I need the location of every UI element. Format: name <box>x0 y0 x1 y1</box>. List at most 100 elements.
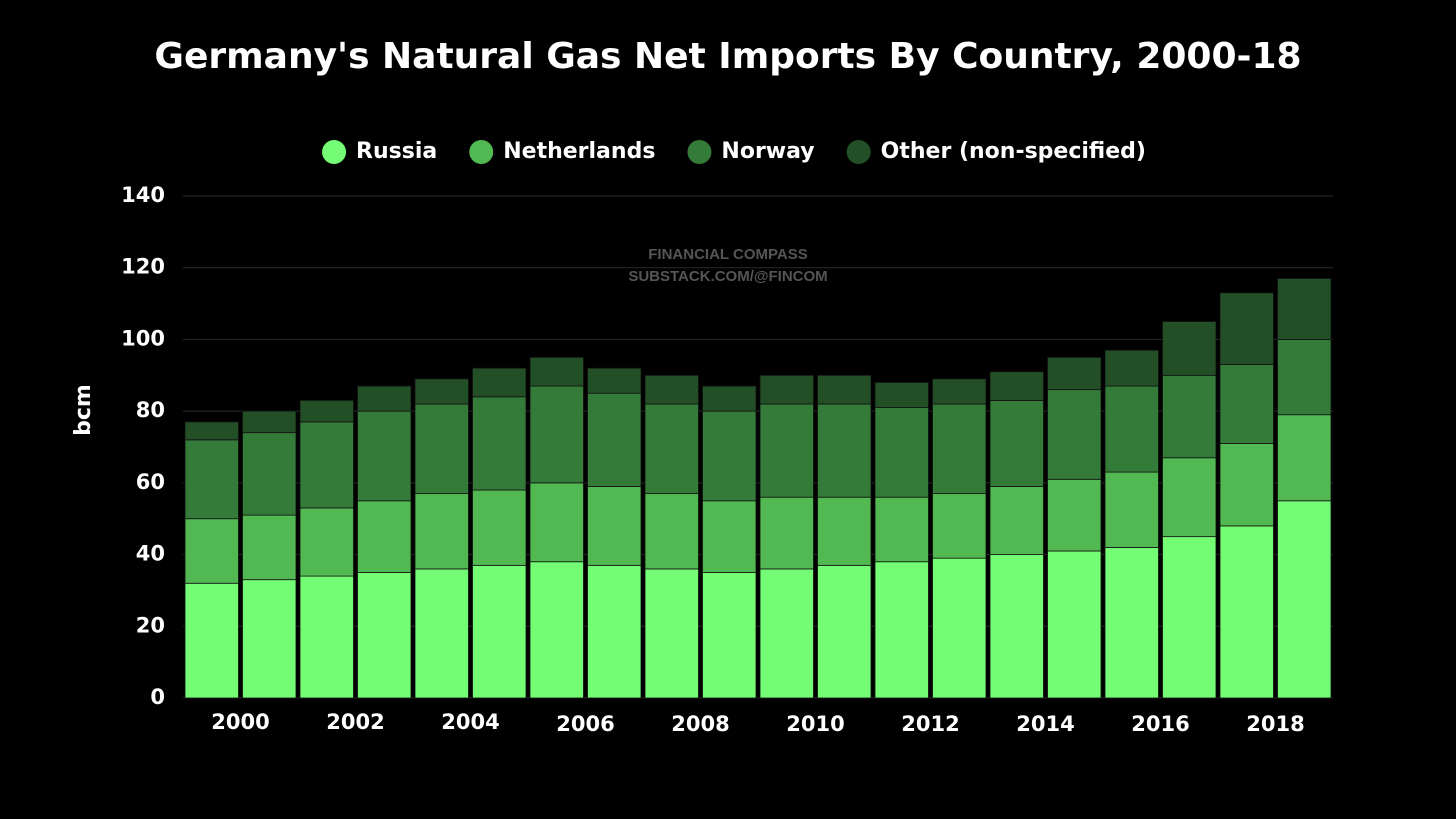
bar-segment <box>357 385 412 412</box>
bar-segment <box>242 432 297 516</box>
bar-segment <box>529 385 584 484</box>
bar-segment <box>932 493 987 559</box>
bar-segment <box>1162 536 1217 699</box>
bar-segment <box>529 482 584 563</box>
bar-segment <box>472 367 527 398</box>
bar-segment <box>1047 356 1102 391</box>
bar-segment <box>989 371 1044 401</box>
legend-label: Netherlands <box>503 139 655 164</box>
legend-item: Other (non-specified) <box>846 139 1146 164</box>
y-tick-label: 60 <box>136 470 165 494</box>
bar-segment <box>1277 278 1332 340</box>
bar-segment <box>587 564 642 699</box>
bar-segment <box>1104 547 1159 699</box>
bar-segment <box>1219 525 1274 699</box>
y-tick-label: 20 <box>136 613 165 637</box>
bar-segment <box>1047 389 1102 480</box>
y-axis-label: bcm <box>71 384 96 436</box>
bar-segment <box>1277 339 1332 416</box>
bar-segment <box>472 489 527 566</box>
x-tick-label: 2002 <box>326 710 384 734</box>
x-tick-label: 2010 <box>786 712 844 736</box>
bar-segment <box>1277 414 1332 502</box>
bar-segment <box>932 557 987 699</box>
bar-segment <box>357 500 412 573</box>
x-tick-label: 2000 <box>211 710 269 734</box>
bar-segment <box>817 496 872 566</box>
bar-segment <box>874 382 929 408</box>
bar-segment <box>472 396 527 491</box>
bar-segment <box>989 399 1044 487</box>
bar-segment <box>184 518 239 584</box>
bar-segment <box>702 500 757 573</box>
bar-segment <box>702 385 757 412</box>
bar-segment <box>472 564 527 699</box>
bar-segment <box>644 568 699 699</box>
bar-segment <box>242 514 297 581</box>
bar-segment <box>357 572 412 699</box>
bar-segment <box>702 572 757 699</box>
bar-segment <box>932 403 987 495</box>
x-tick-label: 2018 <box>1246 712 1304 736</box>
x-tick-label: 2016 <box>1131 712 1189 736</box>
bar-segment <box>1162 321 1217 376</box>
bar-segment <box>1219 443 1274 527</box>
bar-segment <box>529 356 584 387</box>
x-tick-label: 2004 <box>441 710 499 734</box>
bar-segment <box>242 579 297 699</box>
y-tick-label: 120 <box>121 255 165 279</box>
bar-segment <box>817 374 872 405</box>
bar-segment <box>644 403 699 495</box>
legend-item: Netherlands <box>469 139 655 164</box>
bar-segment <box>242 410 297 434</box>
y-tick-label: 0 <box>150 685 165 709</box>
legend-swatch <box>322 140 347 164</box>
bar-segment <box>184 421 239 441</box>
watermark: FINANCIAL COMPASS <box>648 246 807 263</box>
bar-segment <box>644 493 699 570</box>
bar-segment <box>1162 457 1217 538</box>
legend-swatch <box>846 140 871 164</box>
bar-segment <box>357 410 412 502</box>
legend-swatch <box>469 140 494 164</box>
bar-segment <box>299 575 354 699</box>
bar-segment <box>299 399 354 423</box>
y-tick-label: 40 <box>136 542 165 566</box>
bar-segment <box>1277 500 1332 699</box>
bar-segment <box>587 392 642 487</box>
bar-segment <box>299 421 354 509</box>
legend-label: Norway <box>721 139 814 164</box>
bar-segment <box>759 568 814 699</box>
bar-segment <box>644 374 699 405</box>
bar-segment <box>1162 374 1217 459</box>
bar-segment <box>587 367 642 394</box>
bar-segment <box>1104 471 1159 548</box>
bar-segment <box>759 496 814 570</box>
chart-title: Germany's Natural Gas Net Imports By Cou… <box>154 36 1301 77</box>
bar-segment <box>759 403 814 498</box>
bar-segment <box>529 561 584 699</box>
bar-segment <box>1104 385 1159 473</box>
bar-segment <box>1219 364 1274 444</box>
bar-segment <box>874 561 929 699</box>
bar-segment <box>1219 292 1274 365</box>
bar-segment <box>414 403 469 495</box>
bar-segment <box>414 568 469 699</box>
bar-segment <box>874 407 929 498</box>
legend-label: Russia <box>356 139 437 164</box>
y-tick-label: 80 <box>136 398 165 422</box>
bar-segment <box>299 507 354 577</box>
y-tick-label: 140 <box>121 183 165 207</box>
x-tick-label: 2008 <box>671 712 729 736</box>
x-tick-label: 2014 <box>1016 712 1074 736</box>
y-tick-label: 100 <box>121 326 165 350</box>
bar-segment <box>587 486 642 566</box>
watermark: SUBSTACK.COM/@FINCOM <box>628 268 827 285</box>
bar-segment <box>414 378 469 405</box>
bar-segment <box>184 439 239 520</box>
legend-item: Norway <box>687 139 815 164</box>
bar-segment <box>1047 550 1102 699</box>
bar-segment <box>759 374 814 405</box>
x-tick-label: 2012 <box>901 712 959 736</box>
